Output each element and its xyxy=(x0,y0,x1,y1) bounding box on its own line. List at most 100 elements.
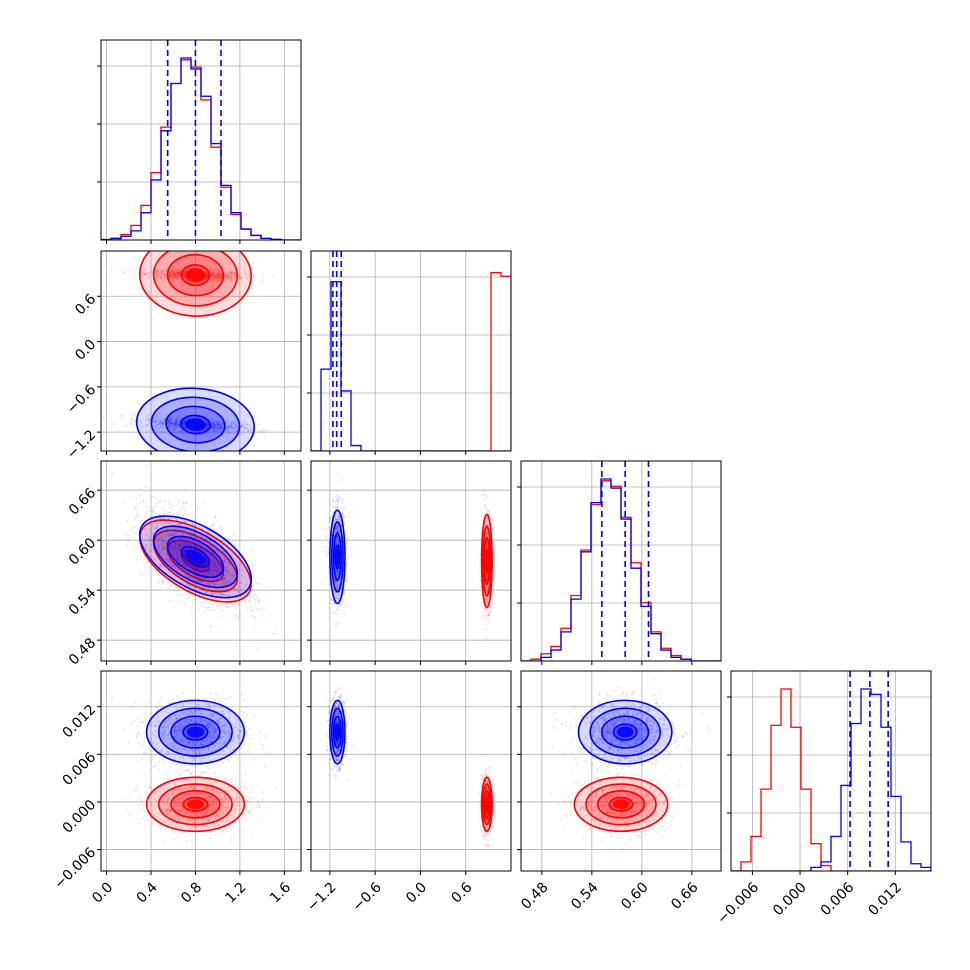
sample-point xyxy=(157,423,160,426)
sample-point xyxy=(238,275,241,277)
sample-point xyxy=(230,271,233,274)
sample-point xyxy=(169,584,172,587)
sample-point xyxy=(233,427,236,430)
sample-point xyxy=(243,431,246,434)
sample-point xyxy=(147,423,150,426)
sample-point xyxy=(233,533,236,535)
sample-point xyxy=(171,277,174,280)
sample-point xyxy=(253,598,256,601)
sample-point xyxy=(225,421,228,424)
sample-point xyxy=(161,422,164,425)
sample-point xyxy=(177,423,180,426)
sample-point xyxy=(221,426,224,429)
sample-point xyxy=(182,425,185,428)
sample-point xyxy=(193,524,196,527)
sample-point xyxy=(211,277,214,280)
density-peak xyxy=(485,552,488,570)
sample-point xyxy=(230,277,233,280)
sample-point xyxy=(151,511,154,513)
sample-point xyxy=(203,419,206,422)
sample-point xyxy=(214,565,217,568)
sample-point xyxy=(210,559,213,562)
sample-point xyxy=(172,275,175,278)
sample-point xyxy=(226,581,229,584)
sample-point xyxy=(235,423,238,426)
sample-point xyxy=(216,549,219,552)
sample-point xyxy=(236,616,239,619)
sample-point xyxy=(217,276,220,279)
sample-point xyxy=(183,533,185,536)
sample-point xyxy=(181,422,184,425)
sample-point xyxy=(134,419,136,422)
sample-point xyxy=(162,517,165,520)
sample-point xyxy=(193,598,196,601)
sample-point xyxy=(175,421,178,424)
sample-point xyxy=(217,273,220,276)
sample-point xyxy=(179,523,181,525)
sample-point xyxy=(215,276,218,278)
sample-point xyxy=(174,423,177,426)
sample-point xyxy=(242,422,245,425)
sample-point xyxy=(235,560,238,563)
sample-point xyxy=(124,532,127,535)
sample-point xyxy=(174,424,177,427)
sample-point xyxy=(239,272,242,275)
sample-point xyxy=(212,592,215,595)
sample-point xyxy=(210,274,213,277)
sample-point xyxy=(191,523,194,526)
sample-point xyxy=(182,502,185,505)
sample-point xyxy=(214,563,217,566)
sample-point xyxy=(161,272,164,275)
sample-point xyxy=(215,415,218,418)
sample-point xyxy=(184,426,187,429)
sample-point xyxy=(206,275,209,278)
sample-point xyxy=(185,538,188,541)
sample-point xyxy=(224,274,227,276)
sample-point xyxy=(171,416,173,419)
sample-point xyxy=(224,580,227,583)
sample-point xyxy=(215,273,218,276)
sample-point xyxy=(176,418,179,421)
sample-point xyxy=(145,532,148,535)
contour-line xyxy=(179,414,211,435)
sample-point xyxy=(212,584,215,587)
sample-point xyxy=(231,273,234,276)
sample-point xyxy=(343,506,346,509)
sample-point xyxy=(214,426,217,429)
sample-point xyxy=(212,578,215,581)
sample-point xyxy=(176,276,179,279)
sample-point xyxy=(148,272,151,275)
sample-point xyxy=(227,274,230,277)
sample-point xyxy=(232,277,235,280)
sample-point xyxy=(179,600,182,603)
sample-point xyxy=(210,425,213,428)
sample-point xyxy=(207,573,210,576)
sample-point xyxy=(208,551,211,554)
sample-point xyxy=(206,423,209,425)
sample-point xyxy=(226,602,229,605)
sample-point xyxy=(174,428,177,430)
sample-point xyxy=(176,558,178,561)
sample-point xyxy=(207,573,210,576)
sample-point xyxy=(130,417,133,420)
sample-point xyxy=(161,579,164,582)
sample-point xyxy=(179,541,182,544)
sample-point xyxy=(198,534,201,537)
sample-point xyxy=(184,488,187,491)
sample-point xyxy=(216,277,219,280)
sample-point xyxy=(183,272,186,275)
sample-point xyxy=(176,422,179,424)
sample-point xyxy=(218,598,221,601)
sample-point xyxy=(178,541,181,544)
sample-point xyxy=(206,276,209,279)
sample-point xyxy=(184,520,187,523)
sample-point xyxy=(197,579,200,582)
sample-point xyxy=(182,273,185,276)
sample-point xyxy=(326,540,329,543)
sample-point xyxy=(180,571,183,574)
sample-point xyxy=(229,594,232,597)
sample-point xyxy=(171,273,174,276)
sample-point xyxy=(212,278,215,281)
sample-point xyxy=(189,611,192,614)
sample-point xyxy=(145,272,148,275)
